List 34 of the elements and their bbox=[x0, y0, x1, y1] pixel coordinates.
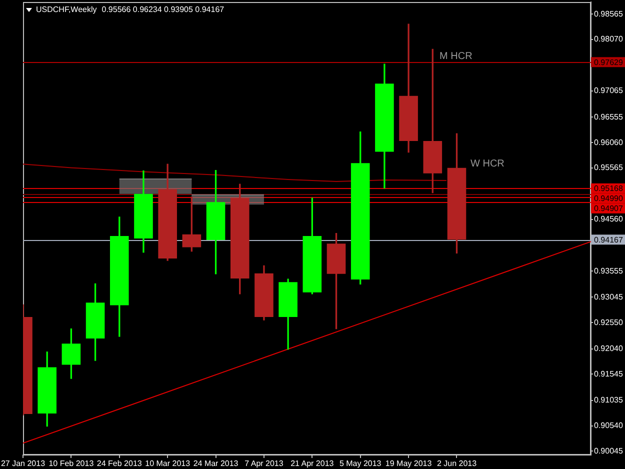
x-tick-label: 27 Jan 2013 bbox=[0, 459, 46, 468]
x-tick-label: 21 Apr 2013 bbox=[290, 459, 334, 468]
y-tick-label: 0.91035 bbox=[594, 396, 624, 405]
ref-line-label: 0.94907 bbox=[594, 204, 624, 214]
y-tick-label: 0.92550 bbox=[594, 318, 624, 327]
y-tick-label: 0.92040 bbox=[594, 344, 624, 354]
y-tick-label: 0.94560 bbox=[594, 214, 624, 224]
y-tick-label: 0.97065 bbox=[594, 86, 624, 96]
x-tick-label: 19 May 2013 bbox=[385, 459, 432, 468]
x-tick-label: 10 Mar 2013 bbox=[145, 459, 191, 468]
annotation: W HCR bbox=[470, 158, 504, 170]
y-tick-label: 0.93555 bbox=[594, 266, 624, 276]
y-tick-label: 0.93045 bbox=[594, 292, 624, 302]
y-tick-label: 0.96555 bbox=[594, 112, 624, 122]
x-tick-label: 10 Feb 2013 bbox=[48, 459, 94, 468]
y-tick-label: 0.98565 bbox=[594, 9, 624, 18]
annotation: M HCR bbox=[440, 50, 472, 62]
x-tick-label: 24 Feb 2013 bbox=[96, 459, 142, 468]
ref-line-label: 0.97629 bbox=[594, 58, 624, 67]
y-tick-label: 0.91545 bbox=[594, 369, 624, 378]
y-tick-label: 0.96060 bbox=[594, 138, 624, 147]
y-tick-label: 0.90540 bbox=[594, 420, 624, 430]
x-tick-label: 5 May 2013 bbox=[339, 459, 382, 468]
y-tick-label: 0.98070 bbox=[594, 34, 624, 44]
ref-line-label: 0.94990 bbox=[594, 194, 624, 204]
x-tick-label: 2 Jun 2013 bbox=[436, 459, 478, 468]
x-tick-label: 7 Apr 2013 bbox=[244, 459, 284, 468]
ref-line-label: 0.94167 bbox=[594, 235, 624, 244]
y-tick-label: 0.90045 bbox=[594, 446, 624, 456]
x-tick-label: 24 Mar 2013 bbox=[193, 459, 239, 468]
y-tick-label: 0.95565 bbox=[594, 163, 624, 172]
chart-subtitle: 0.95566 0.96234 0.93905 0.94167 bbox=[102, 5, 224, 14]
chart-title: USDCHF,Weekly bbox=[36, 5, 97, 14]
ref-line-label: 0.95168 bbox=[594, 184, 624, 194]
